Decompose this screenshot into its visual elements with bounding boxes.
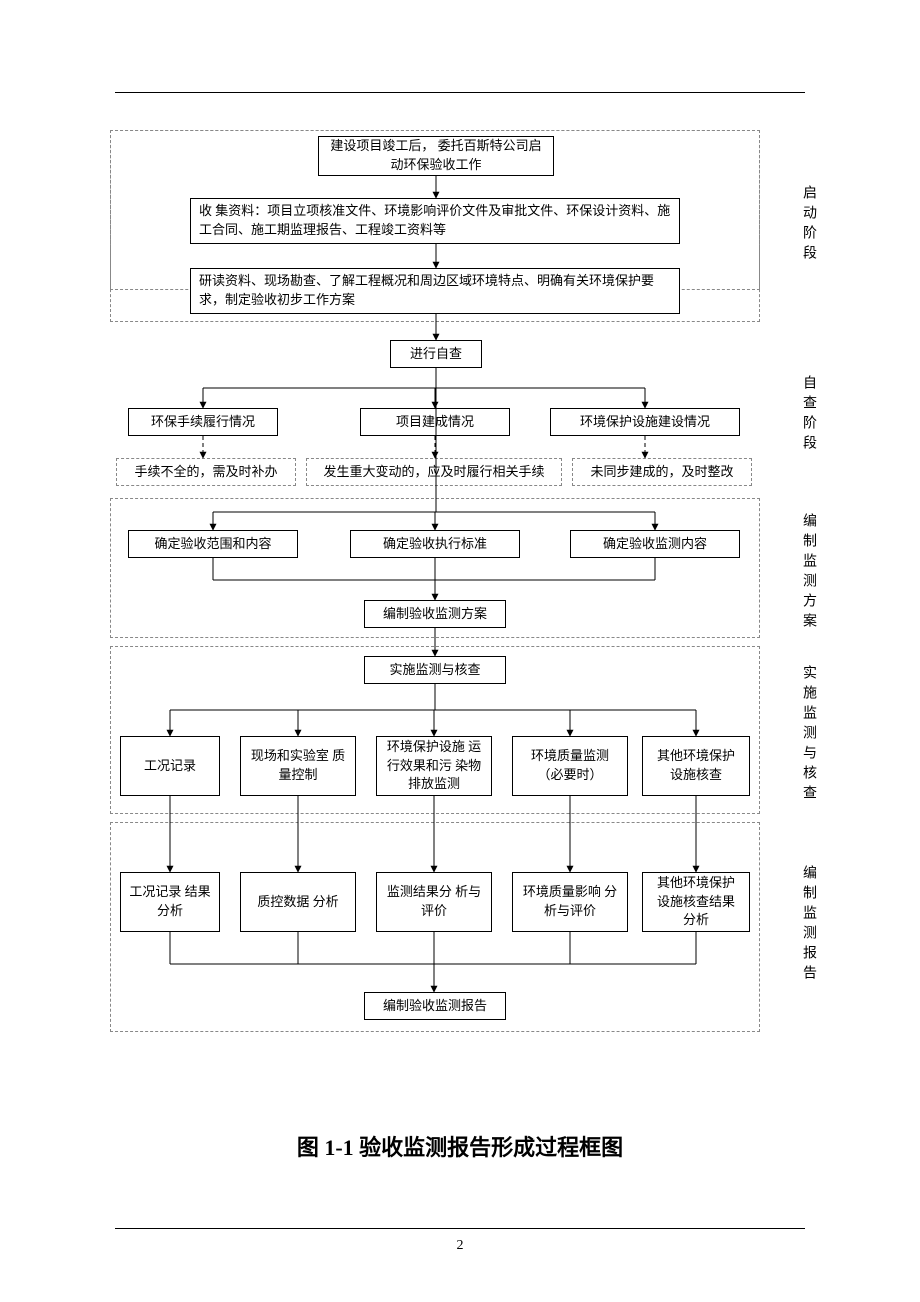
node-s5c: 监测结果分 析与评价 <box>376 872 492 932</box>
node-s5d: 环境质量影响 分析与评价 <box>512 872 628 932</box>
node-start: 建设项目竣工后， 委托百斯特公司启动环保验收工作 <box>318 136 554 176</box>
node-s4d: 环境质量监测 （必要时） <box>512 736 628 796</box>
node-s4-in: 实施监测与核查 <box>364 656 506 684</box>
node-s4c: 环境保护设施 运行效果和污 染物排放监测 <box>376 736 492 796</box>
figure-caption: 图 1-1 验收监测报告形成过程框图 <box>0 1130 920 1162</box>
node-collect: 收 集资料：项目立项核准文件、环境影响评价文件及审批文件、环保设计资料、施工合同… <box>190 198 680 244</box>
footer-rule <box>115 1228 805 1229</box>
page: 启动阶段 自查阶段 编制监测方案 实施监测与核查 编制监测报告 建设项目竣工后，… <box>0 0 920 1302</box>
phase-label-5: 编制监测报告 <box>798 850 818 1000</box>
node-s2b-d: 发生重大变动的，应及时履行相关手续 <box>306 458 562 486</box>
phase-label-1: 启动阶段 <box>798 170 818 280</box>
node-s5e: 其他环境保护 设施核查结果 分析 <box>642 872 750 932</box>
phase-label-3: 编制监测方案 <box>798 508 818 638</box>
phase-label-4: 实施监测与核查 <box>798 656 818 814</box>
node-study: 研读资料、现场勘查、了解工程概况和周边区域环境特点、明确有关环境保护要求，制定验… <box>190 268 680 314</box>
node-final: 编制验收监测报告 <box>364 992 506 1020</box>
node-s3-out: 编制验收监测方案 <box>364 600 506 628</box>
page-number: 2 <box>0 1238 920 1254</box>
node-s5b: 质控数据 分析 <box>240 872 356 932</box>
node-s2a: 环保手续履行情况 <box>128 408 278 436</box>
node-s2a-d: 手续不全的，需及时补办 <box>116 458 296 486</box>
node-s2c-d: 未同步建成的，及时整改 <box>572 458 752 486</box>
node-s2c: 环境保护设施建设情况 <box>550 408 740 436</box>
node-s3c: 确定验收监测内容 <box>570 530 740 558</box>
node-selfcheck: 进行自查 <box>390 340 482 368</box>
node-s5a: 工况记录 结果分析 <box>120 872 220 932</box>
node-s4e: 其他环境保护 设施核查 <box>642 736 750 796</box>
phase-label-2: 自查阶段 <box>798 360 818 470</box>
flowchart: 启动阶段 自查阶段 编制监测方案 实施监测与核查 编制监测报告 建设项目竣工后，… <box>110 130 830 1100</box>
header-rule <box>115 92 805 93</box>
node-s4b: 现场和实验室 质量控制 <box>240 736 356 796</box>
node-s2b: 项目建成情况 <box>360 408 510 436</box>
node-s3a: 确定验收范围和内容 <box>128 530 298 558</box>
node-s4a: 工况记录 <box>120 736 220 796</box>
node-s3b: 确定验收执行标准 <box>350 530 520 558</box>
